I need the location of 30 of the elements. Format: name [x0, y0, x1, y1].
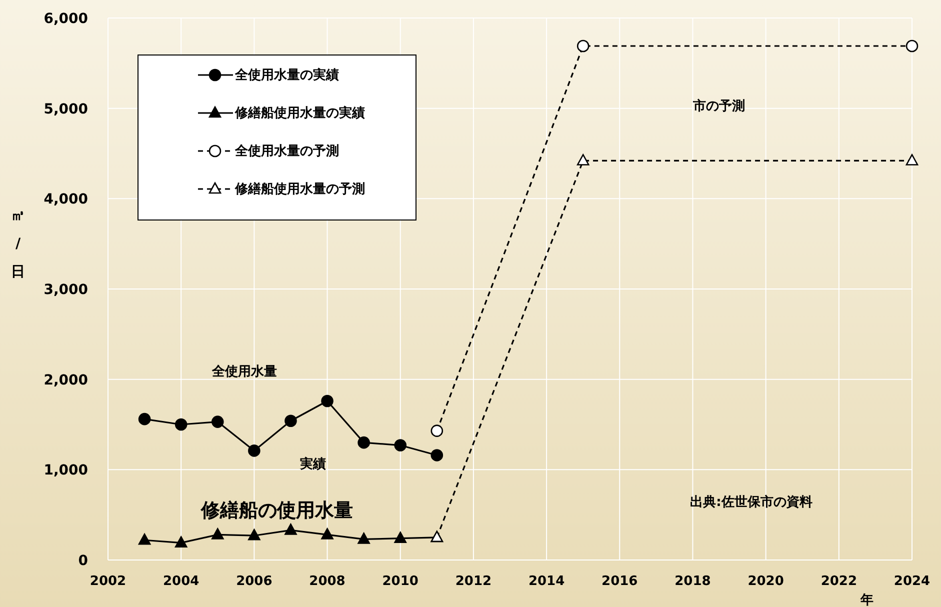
y-tick-label: 2,000 [44, 372, 88, 388]
legend-label: 全使用水量の予測 [234, 144, 339, 159]
y-tick-label: 5,000 [44, 101, 88, 118]
x-axis-title: 年 [860, 593, 874, 607]
y-tick-label: 4,000 [44, 192, 88, 208]
x-tick-label: 2022 [820, 574, 858, 589]
annotation: 出典:佐世保市の資料 [690, 494, 812, 510]
x-tick-label: 2012 [455, 574, 492, 589]
x-tick-label: 2014 [528, 574, 565, 589]
x-tick-label: 2016 [602, 574, 638, 589]
legend-label: 修繕船使用水量の実績 [234, 105, 365, 121]
legend-label: 全使用水量の実績 [234, 67, 339, 83]
annotation: 全使用水量 [211, 364, 278, 380]
legend-label: 修繕船使用水量の予測 [234, 181, 365, 197]
y-tick-label: 6,000 [44, 11, 88, 27]
annotation: 実績 [299, 456, 326, 472]
y-tick-label: 0 [78, 553, 88, 569]
x-tick-label: 2024 [894, 574, 930, 589]
x-tick-label: 2010 [382, 574, 418, 589]
x-tick-label: 2020 [748, 574, 784, 589]
x-tick-label: 2004 [162, 574, 200, 589]
annotation: 修繕船の使用水量 [200, 500, 353, 522]
x-tick-label: 2002 [90, 574, 126, 589]
x-tick-label: 2018 [674, 574, 711, 589]
y-tick-label: 3,000 [44, 282, 88, 298]
annotation: 市の予測 [692, 98, 746, 114]
x-tick-label: 2006 [236, 574, 272, 589]
y-tick-label: 1,000 [44, 462, 88, 479]
y-axis-title: ㎥/日 [11, 208, 25, 280]
x-tick-label: 2008 [309, 574, 346, 589]
